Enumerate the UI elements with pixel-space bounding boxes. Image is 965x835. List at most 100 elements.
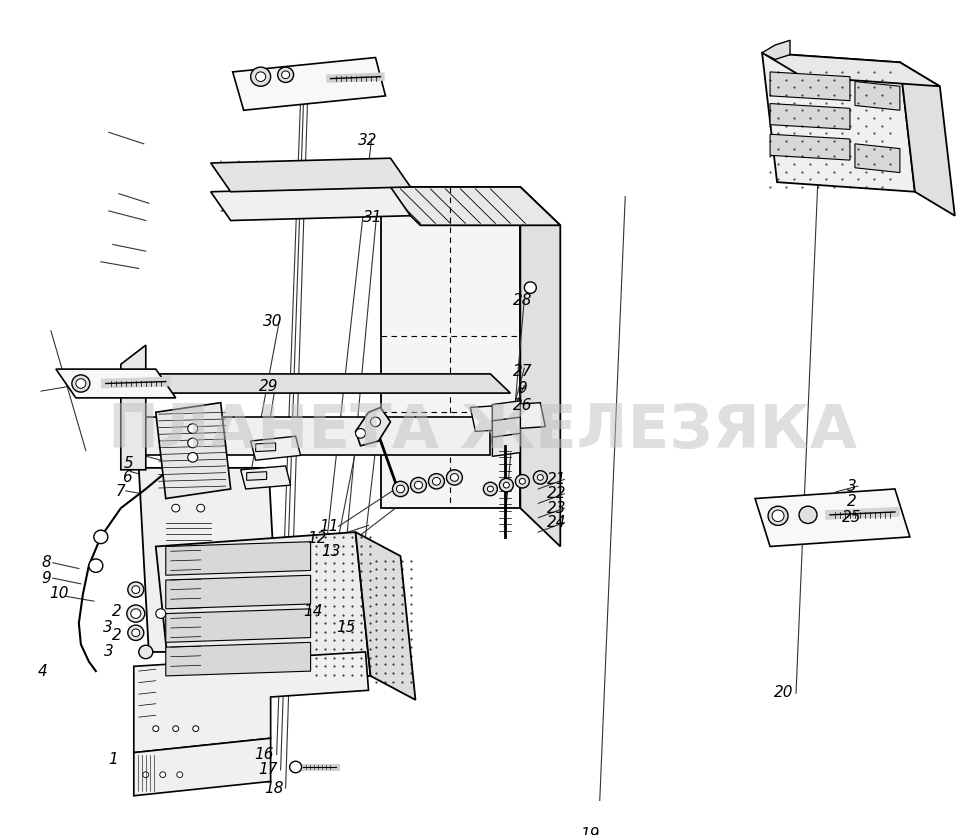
Polygon shape bbox=[492, 433, 520, 457]
Circle shape bbox=[197, 581, 205, 589]
Polygon shape bbox=[855, 144, 900, 173]
Polygon shape bbox=[210, 158, 410, 192]
Circle shape bbox=[768, 506, 788, 525]
Polygon shape bbox=[155, 532, 371, 691]
Text: 5: 5 bbox=[124, 456, 134, 471]
Circle shape bbox=[177, 772, 182, 777]
Text: 18: 18 bbox=[263, 781, 284, 796]
Polygon shape bbox=[166, 609, 311, 642]
Circle shape bbox=[447, 470, 462, 485]
Polygon shape bbox=[166, 575, 311, 609]
Polygon shape bbox=[233, 58, 385, 110]
Polygon shape bbox=[355, 407, 391, 446]
Polygon shape bbox=[240, 466, 290, 489]
Circle shape bbox=[172, 485, 179, 493]
Circle shape bbox=[251, 67, 270, 86]
Polygon shape bbox=[134, 738, 270, 796]
Circle shape bbox=[799, 506, 817, 524]
Text: 30: 30 bbox=[262, 314, 283, 329]
Text: 10: 10 bbox=[49, 586, 69, 601]
Circle shape bbox=[188, 453, 198, 462]
Polygon shape bbox=[470, 402, 545, 432]
Circle shape bbox=[172, 504, 179, 512]
Polygon shape bbox=[56, 369, 176, 398]
Circle shape bbox=[355, 428, 366, 438]
Text: 26: 26 bbox=[512, 398, 532, 413]
Text: 31: 31 bbox=[363, 210, 382, 225]
Circle shape bbox=[172, 581, 179, 589]
Circle shape bbox=[432, 478, 440, 485]
Circle shape bbox=[139, 645, 152, 659]
Text: 20: 20 bbox=[774, 685, 794, 700]
Polygon shape bbox=[770, 72, 850, 101]
Circle shape bbox=[290, 762, 302, 772]
Text: 12: 12 bbox=[307, 531, 326, 546]
Polygon shape bbox=[210, 187, 410, 220]
Polygon shape bbox=[492, 417, 520, 444]
Circle shape bbox=[132, 629, 140, 636]
Circle shape bbox=[451, 473, 458, 481]
Polygon shape bbox=[380, 187, 520, 509]
Circle shape bbox=[515, 474, 530, 488]
Polygon shape bbox=[770, 104, 850, 129]
Circle shape bbox=[278, 67, 293, 83]
Circle shape bbox=[89, 559, 103, 572]
Text: 6: 6 bbox=[122, 470, 131, 485]
Polygon shape bbox=[166, 542, 311, 575]
Circle shape bbox=[188, 424, 198, 433]
Circle shape bbox=[131, 609, 141, 619]
Text: 3: 3 bbox=[847, 478, 857, 493]
Circle shape bbox=[538, 474, 543, 480]
Text: 23: 23 bbox=[546, 501, 566, 516]
Text: 4: 4 bbox=[38, 664, 48, 679]
Circle shape bbox=[487, 486, 493, 492]
Circle shape bbox=[282, 71, 290, 78]
Text: 14: 14 bbox=[303, 605, 322, 620]
Text: 32: 32 bbox=[358, 134, 377, 149]
Text: 9: 9 bbox=[41, 570, 51, 585]
Circle shape bbox=[155, 609, 166, 619]
Circle shape bbox=[371, 417, 380, 427]
Text: 19: 19 bbox=[581, 827, 600, 835]
Text: 9: 9 bbox=[517, 381, 527, 396]
Polygon shape bbox=[755, 489, 910, 546]
Text: 2: 2 bbox=[112, 605, 122, 620]
Polygon shape bbox=[247, 472, 266, 480]
Polygon shape bbox=[155, 402, 231, 498]
Circle shape bbox=[428, 473, 445, 489]
Text: 1: 1 bbox=[108, 752, 118, 767]
Polygon shape bbox=[166, 642, 311, 676]
Circle shape bbox=[172, 562, 179, 569]
Circle shape bbox=[410, 478, 427, 493]
Circle shape bbox=[188, 438, 198, 448]
Circle shape bbox=[197, 485, 205, 493]
Circle shape bbox=[534, 471, 547, 484]
Polygon shape bbox=[121, 417, 490, 455]
Polygon shape bbox=[380, 187, 561, 225]
Text: 7: 7 bbox=[116, 484, 125, 499]
Text: 27: 27 bbox=[512, 363, 532, 378]
Polygon shape bbox=[355, 532, 416, 700]
Circle shape bbox=[772, 510, 784, 522]
Circle shape bbox=[132, 586, 140, 594]
Text: 17: 17 bbox=[258, 762, 277, 777]
Polygon shape bbox=[251, 436, 301, 460]
Circle shape bbox=[126, 605, 145, 622]
Text: 22: 22 bbox=[546, 486, 566, 501]
Polygon shape bbox=[256, 443, 276, 452]
Text: 2: 2 bbox=[112, 628, 122, 643]
Circle shape bbox=[393, 481, 408, 497]
Text: 24: 24 bbox=[546, 515, 566, 530]
Circle shape bbox=[397, 485, 404, 493]
Polygon shape bbox=[121, 374, 510, 393]
Circle shape bbox=[152, 726, 159, 731]
Circle shape bbox=[173, 726, 179, 731]
Circle shape bbox=[94, 530, 108, 544]
Polygon shape bbox=[770, 134, 850, 160]
Polygon shape bbox=[121, 345, 146, 470]
Circle shape bbox=[256, 72, 265, 82]
Circle shape bbox=[524, 282, 537, 293]
Text: 13: 13 bbox=[320, 544, 341, 559]
Text: 21: 21 bbox=[546, 472, 566, 487]
Polygon shape bbox=[900, 63, 954, 215]
